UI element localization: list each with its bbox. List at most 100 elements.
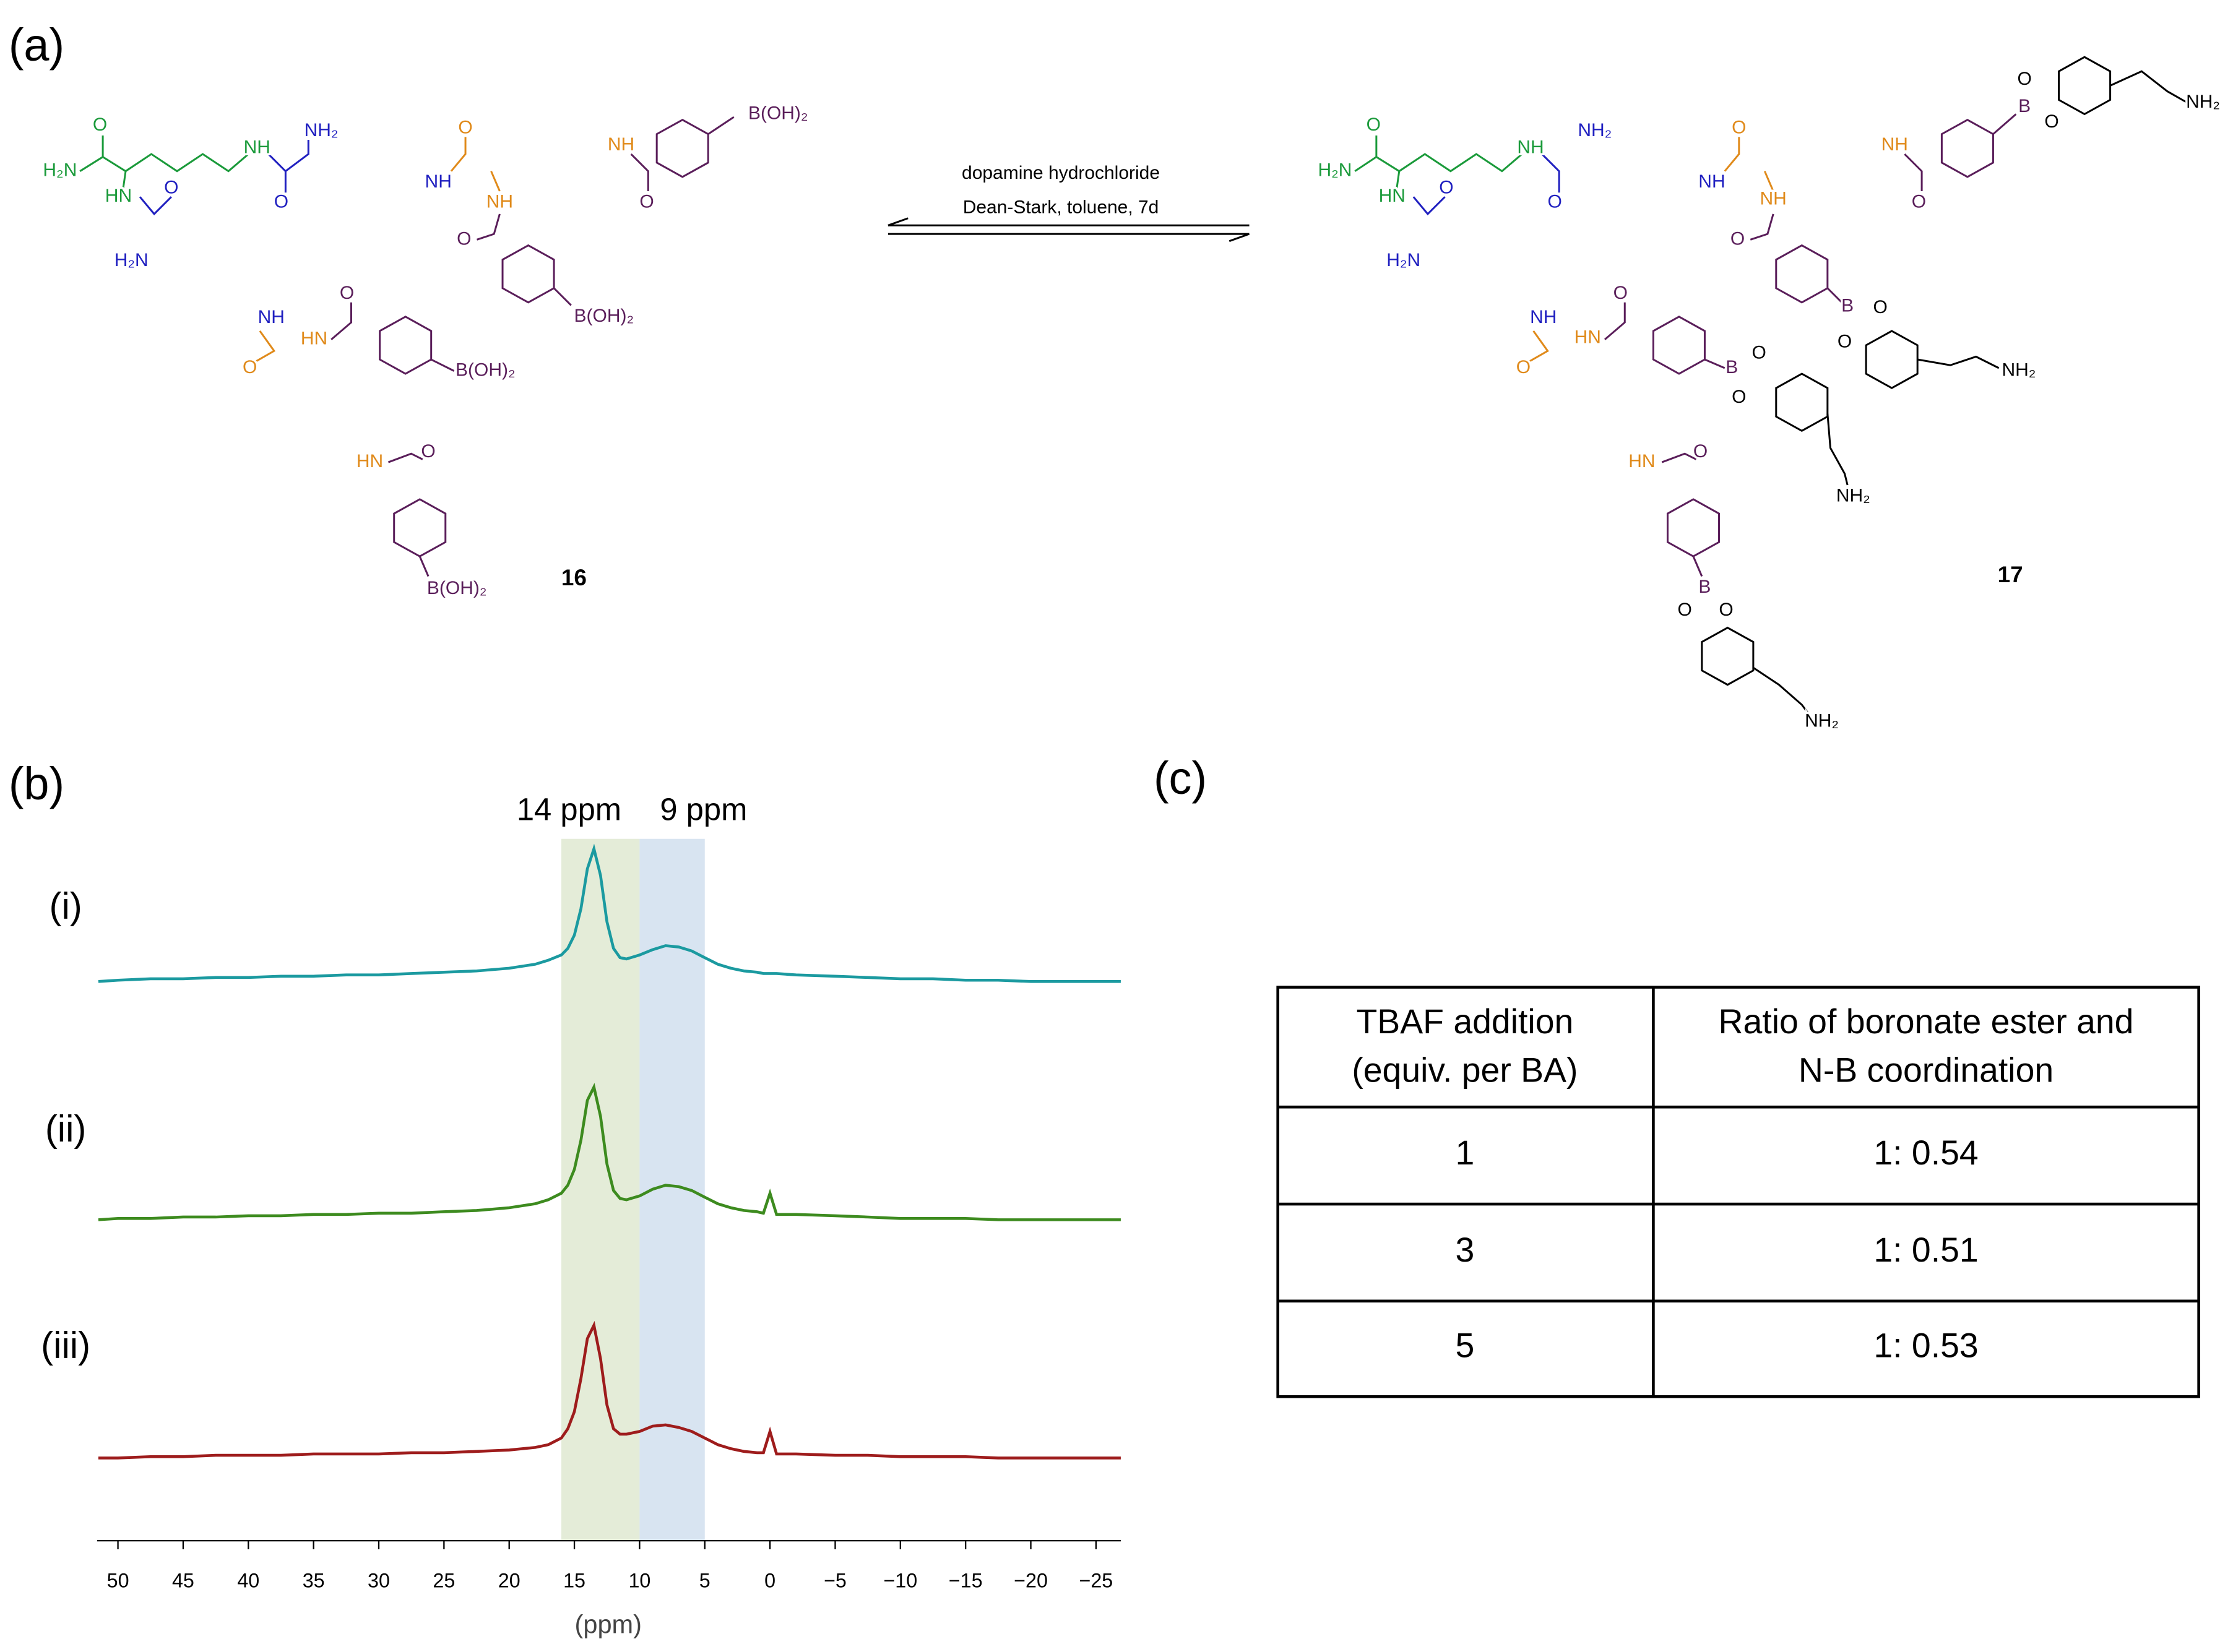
atom-label: B (1841, 296, 1854, 316)
x-tick-label: −25 (1079, 1570, 1113, 1592)
table-body: 1 1: 0.54 3 1: 0.51 5 1: 0.53 (1455, 1134, 1978, 1364)
x-axis-label: (ppm) (575, 1609, 642, 1638)
structure-16 (79, 116, 735, 577)
atom-label: NH (1881, 134, 1908, 155)
atom-label: NH (486, 191, 513, 212)
atom-label: B(OH)₂ (427, 578, 487, 598)
table-cell: 3 (1455, 1231, 1474, 1269)
x-tick-label: −15 (949, 1570, 983, 1592)
atom-label: HN (301, 329, 327, 349)
atom-label: NH (1760, 189, 1787, 209)
atom-label: NH₂ (1805, 711, 1839, 731)
atom-label: NH (258, 307, 285, 327)
atom-label: H₂N (1318, 160, 1352, 181)
atom-label: O (1719, 600, 1733, 620)
atom-label: NH₂ (1836, 485, 1870, 505)
atom-label: O (1732, 117, 1746, 137)
x-tick-label: 45 (172, 1570, 194, 1592)
trace-label: (ii) (45, 1108, 87, 1149)
atom-label: O (340, 283, 354, 303)
atom-label: NH₂ (304, 120, 339, 140)
atom-label: O (164, 177, 178, 197)
atom-label: O (1613, 283, 1628, 303)
atom-label: NH₂ (2186, 92, 2220, 112)
atom-label: O (1548, 191, 1562, 212)
atom-label: O (457, 228, 471, 249)
panel-label: (a) (9, 19, 64, 71)
table-grid (1276, 986, 2200, 1398)
panel-label: (c) (1154, 752, 1207, 804)
atom-label: O (1912, 191, 1926, 212)
panel-label: (b) (9, 758, 64, 809)
spectrum-trace (98, 1320, 1121, 1460)
table-cell: 1: 0.53 (1873, 1327, 1978, 1365)
atom-label: O (1516, 357, 1531, 377)
table-cell: 1: 0.54 (1873, 1134, 1978, 1172)
table-cell: 1 (1455, 1134, 1474, 1172)
highlight-region (561, 838, 640, 1541)
table-header: TBAF addition (1356, 1002, 1573, 1041)
atom-label: B(OH)₂ (748, 103, 808, 123)
x-tick-label: 10 (628, 1570, 650, 1592)
atom-label: NH (1517, 137, 1544, 158)
x-tick-label: 15 (563, 1570, 585, 1592)
atom-label: HN (1574, 327, 1601, 347)
atom-label: B(OH)₂ (456, 359, 516, 380)
atom-label: HN (1379, 186, 1406, 206)
region-label: 14 ppm (517, 791, 621, 827)
atom-label: NH₂ (1578, 120, 1612, 140)
atom-label: O (2044, 111, 2058, 132)
trace-label: (i) (49, 885, 82, 927)
atom-label: HN (1628, 451, 1655, 471)
atom-label: O (1367, 114, 1381, 135)
atom-label: O (458, 117, 472, 137)
spectrum-trace (98, 1083, 1121, 1221)
x-tick-label: 30 (368, 1570, 390, 1592)
atom-label: NH (608, 134, 634, 155)
atom-label: HN (356, 451, 383, 471)
atom-label: NH (244, 137, 270, 158)
atom-label: NH₂ (2002, 359, 2036, 380)
table-header: Ratio of boronate ester and (1719, 1002, 2134, 1041)
compound-number: 17 (1998, 562, 2023, 587)
region-label: 9 ppm (660, 791, 747, 827)
atom-label: B (1698, 577, 1711, 597)
atom-label: O (274, 191, 288, 212)
table-header: (equiv. per BA) (1352, 1051, 1578, 1090)
x-tick-label: 35 (303, 1570, 325, 1592)
x-tick-label: 0 (764, 1570, 775, 1592)
atom-label: NH (1530, 307, 1557, 327)
x-tick-label: 5 (699, 1570, 710, 1592)
atom-label: O (1838, 331, 1852, 351)
equilibrium-arrows (888, 217, 1250, 243)
atom-label: H₂N (43, 160, 77, 181)
structure-17 (1354, 56, 2188, 717)
x-tick-label: −20 (1014, 1570, 1048, 1592)
atom-label: O (1677, 600, 1691, 620)
atom-label: O (1730, 228, 1745, 249)
atom-label: NH (1698, 171, 1725, 192)
atom-label: O (1439, 177, 1453, 197)
x-tick-label: −5 (824, 1570, 847, 1592)
table-cell: 1: 0.51 (1873, 1231, 1978, 1269)
atom-label: B (2018, 96, 2031, 116)
atom-label: O (1751, 343, 1766, 363)
atom-label: O (1693, 441, 1708, 462)
atom-label: H₂N (1386, 250, 1420, 270)
atom-label: O (1873, 297, 1888, 317)
atom-label: O (1732, 387, 1746, 407)
trace-label: (iii) (41, 1325, 90, 1366)
table-cell: 5 (1455, 1327, 1474, 1365)
x-tick-label: 50 (107, 1570, 129, 1592)
atom-label: H₂N (114, 250, 149, 270)
atom-label: NH (425, 171, 452, 192)
spectrum-trace (98, 843, 1121, 983)
reagent: Dean-Stark, toluene, 7d (963, 197, 1159, 218)
atom-label: O (2018, 69, 2032, 89)
atom-label: O (639, 191, 654, 212)
atom-label: HN (105, 186, 132, 206)
table-header: N-B coordination (1799, 1051, 2054, 1090)
atom-label: O (93, 114, 107, 135)
